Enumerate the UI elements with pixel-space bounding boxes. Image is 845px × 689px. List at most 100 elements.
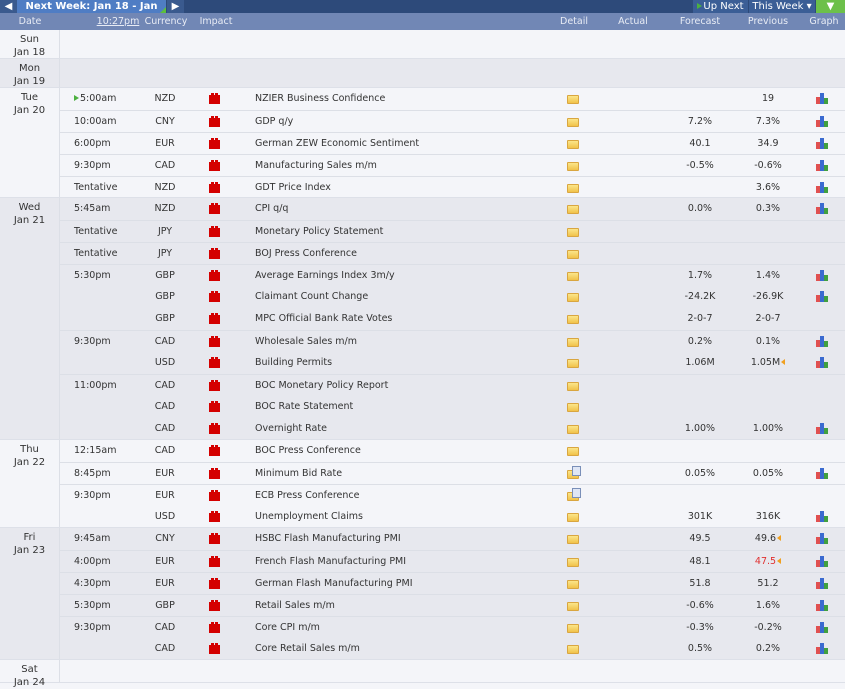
event-row[interactable]: 10:00am CNY GDP q/y 7.2% 7.3% (60, 110, 845, 132)
high-impact-icon[interactable] (209, 93, 220, 104)
high-impact-icon[interactable] (209, 203, 220, 214)
detail-folder-icon[interactable] (567, 162, 579, 171)
graph-icon[interactable] (816, 116, 828, 127)
graph-icon[interactable] (816, 336, 828, 347)
detail-folder-icon[interactable] (567, 140, 579, 149)
event-row[interactable]: Tentative JPY BOJ Press Conference (60, 242, 845, 264)
high-impact-icon[interactable] (209, 511, 220, 522)
event-title[interactable]: Monetary Policy Statement (255, 226, 384, 237)
col-time[interactable]: 10:27pm (96, 16, 140, 27)
event-row[interactable]: 5:30pm GBP Average Earnings Index 3m/y 1.7%… (60, 264, 845, 286)
detail-folder-icon[interactable] (567, 118, 579, 127)
event-title[interactable]: GDT Price Index (255, 182, 331, 193)
high-impact-icon[interactable] (209, 423, 220, 434)
event-title[interactable]: ECB Press Conference (255, 490, 360, 501)
graph-icon[interactable] (816, 203, 828, 214)
event-title[interactable]: BOC Monetary Policy Report (255, 380, 389, 391)
event-title[interactable]: Manufacturing Sales m/m (255, 160, 377, 171)
high-impact-icon[interactable] (209, 490, 220, 501)
event-row[interactable]: CAD Core Retail Sales m/m 0.5% 0.2% (60, 638, 845, 660)
event-row[interactable]: CAD Overnight Rate 1.00% 1.00% (60, 418, 845, 440)
event-title[interactable]: Overnight Rate (255, 423, 327, 434)
detail-document-icon[interactable] (567, 466, 581, 479)
detail-folder-icon[interactable] (567, 624, 579, 633)
event-row[interactable]: GBP Claimant Count Change -24.2K -26.9K (60, 286, 845, 308)
high-impact-icon[interactable] (209, 622, 220, 633)
detail-folder-icon[interactable] (567, 338, 579, 347)
event-row[interactable]: 9:45am CNY HSBC Flash Manufacturing PMI 49.… (60, 528, 845, 550)
detail-folder-icon[interactable] (567, 205, 579, 214)
high-impact-icon[interactable] (209, 336, 220, 347)
detail-folder-icon[interactable] (567, 382, 579, 391)
detail-folder-icon[interactable] (567, 293, 579, 302)
detail-folder-icon[interactable] (567, 513, 579, 522)
high-impact-icon[interactable] (209, 556, 220, 567)
detail-folder-icon[interactable] (567, 95, 579, 104)
graph-icon[interactable] (816, 578, 828, 589)
this-week-dropdown[interactable]: This Week ▾ (749, 0, 815, 13)
filter-icon[interactable]: ▼ (816, 0, 845, 13)
detail-folder-icon[interactable] (567, 250, 579, 259)
high-impact-icon[interactable] (209, 138, 220, 149)
event-title[interactable]: Retail Sales m/m (255, 600, 335, 611)
event-title[interactable]: BOC Rate Statement (255, 401, 354, 412)
graph-icon[interactable] (816, 138, 828, 149)
event-row[interactable]: USD Unemployment Claims 301K 316K (60, 506, 845, 528)
event-row[interactable]: 11:00pm CAD BOC Monetary Policy Report (60, 374, 845, 396)
event-row[interactable]: 12:15am CAD BOC Press Conference (60, 440, 845, 462)
event-row[interactable]: 4:00pm EUR French Flash Manufacturing PMI 4… (60, 550, 845, 572)
graph-icon[interactable] (816, 357, 828, 368)
detail-folder-icon[interactable] (567, 602, 579, 611)
event-title[interactable]: NZIER Business Confidence (255, 93, 386, 104)
event-title[interactable]: German Flash Manufacturing PMI (255, 578, 413, 589)
detail-document-icon[interactable] (567, 488, 581, 501)
high-impact-icon[interactable] (209, 533, 220, 544)
graph-icon[interactable] (816, 423, 828, 434)
event-title[interactable]: German ZEW Economic Sentiment (255, 138, 420, 149)
high-impact-icon[interactable] (209, 248, 220, 259)
arrow-left-icon[interactable]: ◀ (0, 0, 17, 13)
event-row[interactable]: Tentative JPY Monetary Policy Statement (60, 220, 845, 242)
event-title[interactable]: MPC Official Bank Rate Votes (255, 313, 393, 324)
graph-icon[interactable] (816, 556, 828, 567)
event-row[interactable]: 6:00pm EUR German ZEW Economic Sentiment 40… (60, 132, 845, 154)
revised-icon[interactable] (781, 359, 786, 365)
detail-folder-icon[interactable] (567, 272, 579, 281)
up-next-button[interactable]: Up Next (693, 0, 748, 13)
week-label[interactable]: Next Week: Jan 18 - Jan 24 (17, 0, 166, 13)
detail-folder-icon[interactable] (567, 359, 579, 368)
high-impact-icon[interactable] (209, 578, 220, 589)
high-impact-icon[interactable] (209, 291, 220, 302)
high-impact-icon[interactable] (209, 600, 220, 611)
event-title[interactable]: Unemployment Claims (255, 511, 363, 522)
event-row[interactable]: 8:45pm EUR Minimum Bid Rate 0.05% 0.05% (60, 462, 845, 484)
graph-icon[interactable] (816, 291, 828, 302)
event-title[interactable]: Average Earnings Index 3m/y (255, 270, 395, 281)
high-impact-icon[interactable] (209, 643, 220, 654)
graph-icon[interactable] (816, 468, 828, 479)
graph-icon[interactable] (816, 622, 828, 633)
graph-icon[interactable] (816, 93, 828, 104)
high-impact-icon[interactable] (209, 270, 220, 281)
high-impact-icon[interactable] (209, 445, 220, 456)
event-title[interactable]: Wholesale Sales m/m (255, 336, 357, 347)
event-title[interactable]: BOJ Press Conference (255, 248, 357, 259)
detail-folder-icon[interactable] (567, 425, 579, 434)
event-title[interactable]: French Flash Manufacturing PMI (255, 556, 407, 567)
event-row[interactable]: 4:30pm EUR German Flash Manufacturing PMI 5… (60, 572, 845, 594)
detail-folder-icon[interactable] (567, 580, 579, 589)
detail-folder-icon[interactable] (567, 403, 579, 412)
graph-icon[interactable] (816, 600, 828, 611)
event-title[interactable]: GDP q/y (255, 116, 294, 127)
event-row[interactable]: 9:30pm CAD Wholesale Sales m/m 0.2% 0.1% (60, 330, 845, 352)
revised-icon[interactable] (777, 535, 782, 541)
high-impact-icon[interactable] (209, 182, 220, 193)
graph-icon[interactable] (816, 270, 828, 281)
event-row[interactable]: 9:30pm EUR ECB Press Conference (60, 484, 845, 506)
event-title[interactable]: Core CPI m/m (255, 622, 320, 633)
event-row[interactable]: GBP MPC Official Bank Rate Votes 2-0-7 2-0-… (60, 308, 845, 330)
graph-icon[interactable] (816, 643, 828, 654)
detail-folder-icon[interactable] (567, 558, 579, 567)
event-title[interactable]: Core Retail Sales m/m (255, 643, 360, 654)
arrow-right-icon[interactable]: ▶ (167, 0, 184, 13)
